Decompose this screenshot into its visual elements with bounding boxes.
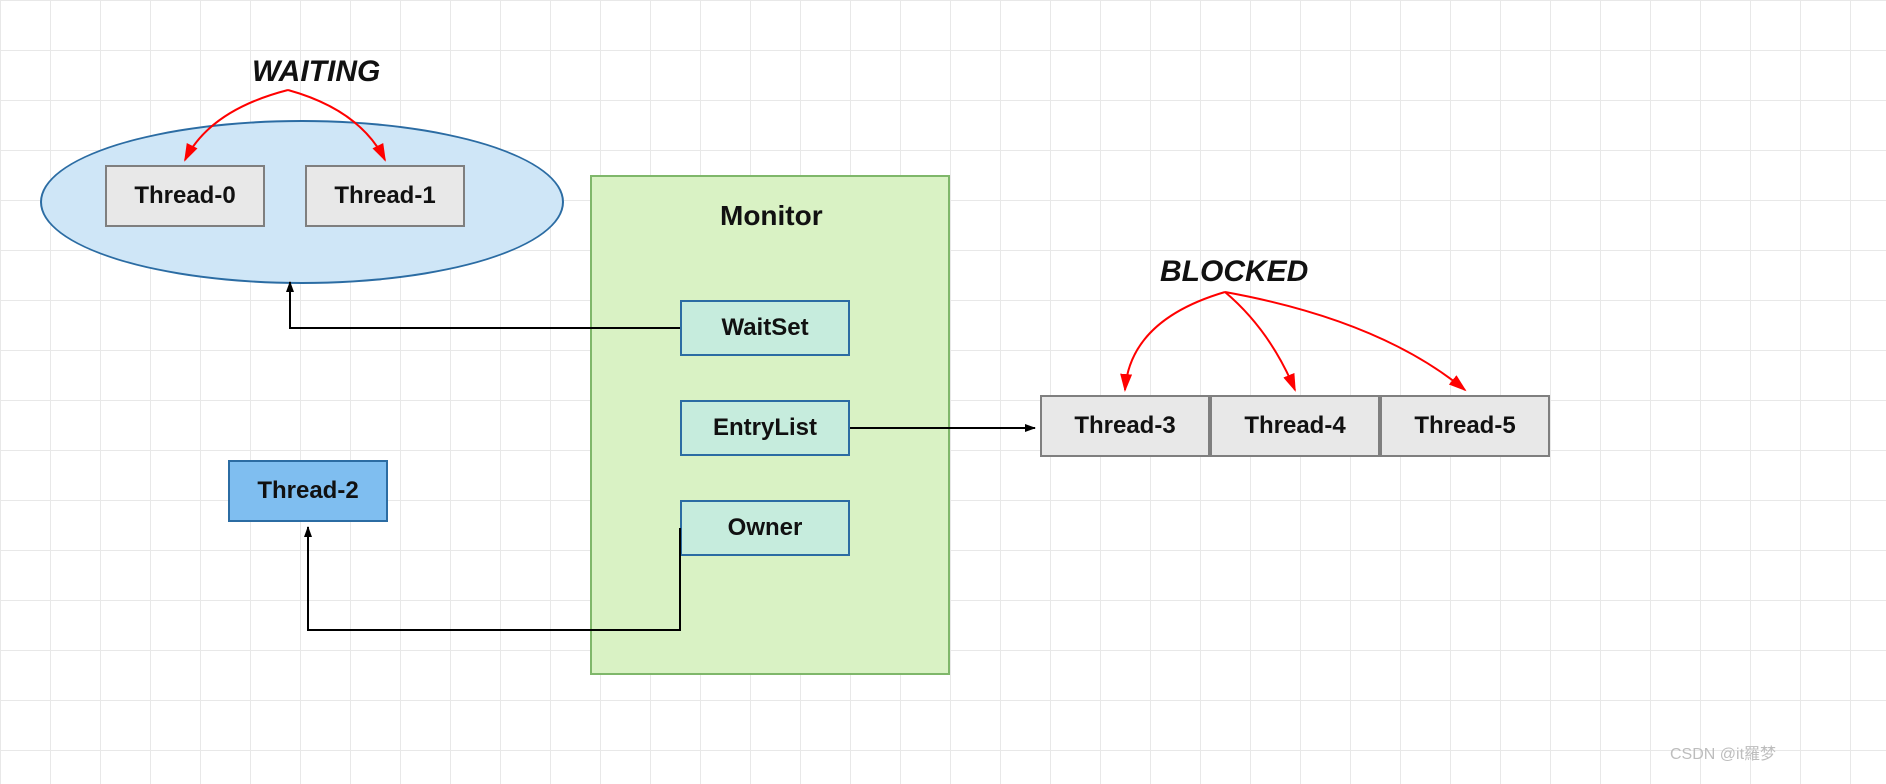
attribution-text: CSDN @it羅梦 — [1670, 740, 1776, 764]
diagram-canvas: WAITING Thread-0 Thread-1 Thread-2 Monit… — [0, 0, 1886, 784]
thread-2-box: Thread-2 — [228, 460, 388, 522]
owner-field: Owner — [680, 500, 850, 556]
blocked-label: BLOCKED — [1160, 255, 1308, 289]
thread-5-box: Thread-5 — [1380, 395, 1550, 457]
waitset-field: WaitSet — [680, 300, 850, 356]
thread-1-box: Thread-1 — [305, 165, 465, 227]
waiting-label: WAITING — [252, 55, 380, 89]
thread-0-box: Thread-0 — [105, 165, 265, 227]
thread-3-box: Thread-3 — [1040, 395, 1210, 457]
entrylist-field: EntryList — [680, 400, 850, 456]
thread-4-box: Thread-4 — [1210, 395, 1380, 457]
monitor-title: Monitor — [720, 200, 823, 232]
